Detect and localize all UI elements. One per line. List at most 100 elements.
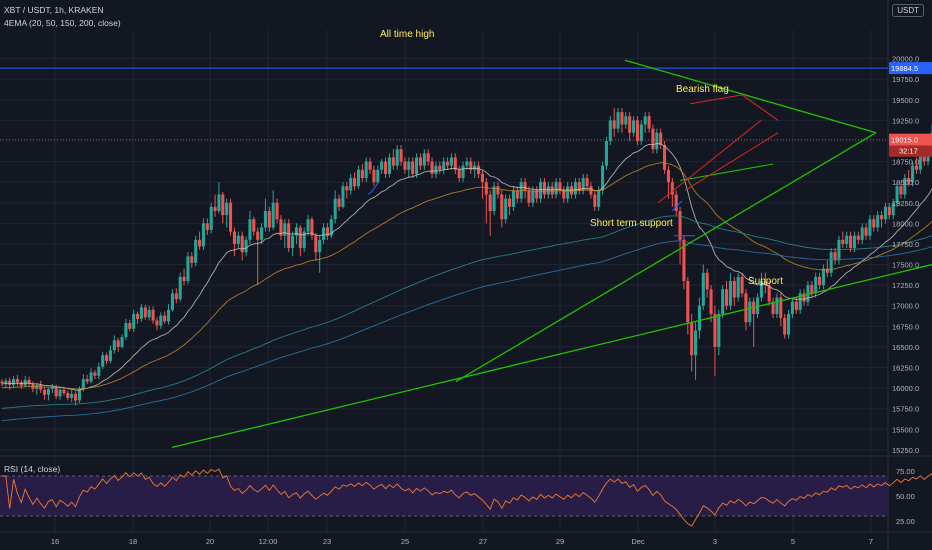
candle-body — [748, 301, 752, 323]
candle-body — [151, 309, 155, 321]
rsi-tick-label: 75.00 — [896, 467, 915, 476]
candle-body — [767, 285, 771, 302]
candle-body — [814, 276, 818, 294]
upper-wedge-trendline — [624, 59, 877, 134]
candle-body — [240, 235, 244, 253]
candle-body — [407, 161, 411, 170]
candle-body — [74, 393, 78, 401]
candle-body — [546, 186, 550, 195]
candle-body — [391, 157, 395, 166]
candle-body — [302, 231, 306, 249]
candle-body — [298, 227, 302, 249]
candle-body — [717, 313, 721, 347]
candle-body — [604, 140, 608, 166]
candle-body — [54, 387, 58, 397]
price-tick-label: 18750.0 — [892, 158, 919, 167]
candle-body — [550, 186, 554, 195]
candle-body — [756, 297, 760, 314]
candle-body — [577, 182, 581, 191]
candle-body — [872, 219, 876, 228]
candle-body — [426, 153, 430, 162]
candle-body — [314, 235, 318, 253]
candle-body — [883, 206, 887, 220]
price-tick-label: 16500.0 — [892, 343, 919, 352]
candle-body — [771, 301, 775, 314]
ema-50-line — [1, 162, 932, 390]
candle-body — [120, 337, 124, 347]
candle-body — [178, 276, 182, 300]
candle-body — [860, 227, 864, 240]
candle-body — [457, 169, 461, 179]
candle-body — [504, 198, 508, 220]
candle-body — [143, 307, 147, 318]
ath-price-label: 19884.5 — [891, 64, 918, 73]
candle-body — [593, 194, 597, 207]
currency-button[interactable]: USDT — [892, 4, 924, 17]
candle-body — [345, 186, 349, 191]
price-tick-label: 16750.0 — [892, 322, 919, 331]
candle-body — [891, 202, 895, 216]
candle-body — [655, 132, 659, 150]
candle-body — [93, 372, 97, 376]
candle-body — [372, 169, 376, 183]
candle-body — [663, 145, 667, 170]
rsi-label: RSI (14, close) — [4, 464, 61, 474]
time-tick-label: 23 — [323, 537, 331, 546]
candle-body — [85, 379, 89, 382]
candle-body — [19, 382, 23, 386]
candle-body — [709, 289, 713, 314]
candle-body — [585, 178, 589, 187]
candle-body — [694, 330, 698, 356]
ema-150-line — [1, 215, 932, 409]
candle-body — [271, 202, 275, 228]
candle-body — [333, 198, 337, 220]
candle-body — [635, 120, 639, 141]
annotation-label: All time high — [380, 29, 434, 40]
price-tick-label: 19500.0 — [892, 96, 919, 105]
ath-price-tag — [889, 62, 932, 75]
candle-body — [701, 272, 705, 306]
ema-20-line — [1, 143, 932, 391]
candle-body — [364, 161, 368, 179]
candle-body — [825, 268, 829, 273]
current-price-tag — [889, 133, 932, 146]
candle-body — [643, 116, 647, 125]
candle-body — [112, 340, 116, 351]
candle-body — [306, 219, 310, 232]
candle-body — [597, 190, 601, 207]
candle-body — [508, 198, 512, 207]
candle-body — [39, 384, 43, 390]
candle-body — [539, 182, 543, 199]
candle-body — [415, 157, 419, 174]
short-term-support-trendline — [455, 132, 877, 383]
candle-body — [244, 239, 248, 253]
candle-body — [283, 223, 287, 236]
candle-body — [794, 301, 798, 310]
long-support-trendline — [171, 263, 932, 449]
candle-body — [260, 227, 264, 240]
candle-body — [849, 235, 853, 249]
arrow-marker — [367, 182, 379, 195]
candle-body — [356, 169, 360, 187]
candle-body — [43, 389, 47, 395]
candle-body — [213, 206, 217, 211]
candle-body — [911, 165, 915, 183]
candle-body — [511, 190, 515, 207]
candle-body — [566, 186, 570, 199]
price-tick-label: 17000.0 — [892, 302, 919, 311]
candle-body — [275, 202, 279, 220]
candle-body — [139, 307, 143, 319]
candle-body — [620, 112, 624, 125]
price-tick-label: 16250.0 — [892, 364, 919, 373]
candle-body — [852, 235, 856, 249]
candle-body — [542, 182, 546, 195]
candle-body — [101, 355, 105, 367]
candle-body — [337, 198, 341, 207]
rsi-line — [1, 468, 932, 527]
candle-body — [775, 297, 779, 314]
candle-body — [736, 276, 740, 298]
candle-body — [868, 219, 872, 236]
candle-body — [349, 178, 353, 191]
